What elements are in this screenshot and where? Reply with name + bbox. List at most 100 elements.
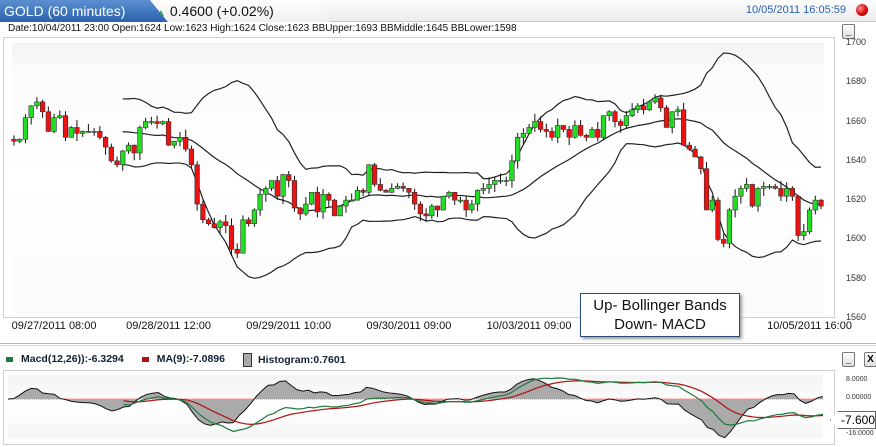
candle-body bbox=[801, 231, 807, 236]
candle-body bbox=[755, 188, 761, 207]
candle-body bbox=[509, 160, 515, 181]
candle-body bbox=[154, 121, 160, 124]
candle-body bbox=[286, 174, 292, 181]
y-tick-label: 1680 bbox=[846, 76, 867, 87]
candle-body bbox=[789, 188, 795, 197]
candle-body bbox=[675, 109, 681, 113]
change-tab: ▲0.4600 (+0.02%) bbox=[150, 0, 330, 22]
candle-body bbox=[183, 136, 189, 150]
macd-close-button[interactable]: X bbox=[864, 352, 876, 367]
macd-y-tick-label: 8.0000 bbox=[846, 376, 868, 383]
ma-swatch bbox=[141, 356, 149, 362]
candle-body bbox=[440, 195, 446, 211]
candle-body bbox=[703, 168, 710, 211]
candle-body bbox=[131, 144, 137, 154]
candle-body bbox=[251, 209, 257, 225]
y-tick-label: 1560 bbox=[846, 312, 867, 322]
candle-body bbox=[366, 164, 372, 193]
price-plot-area bbox=[12, 43, 824, 313]
candle-body bbox=[480, 188, 486, 191]
record-dot-icon[interactable] bbox=[856, 4, 868, 16]
ma-label: MA(9):-7.0896 bbox=[156, 353, 225, 365]
candle-body bbox=[669, 111, 675, 128]
x-tick-label: 09/29/2011 10:00 bbox=[246, 320, 332, 332]
candle-body bbox=[148, 121, 154, 123]
candle-body bbox=[177, 136, 183, 142]
candle-body bbox=[343, 199, 349, 207]
candle-body bbox=[137, 127, 143, 154]
y-tick-label: 1660 bbox=[846, 115, 867, 126]
symbol-tab[interactable]: GOLD (60 minutes) bbox=[0, 0, 168, 22]
main-minimize-button[interactable]: _ bbox=[842, 24, 855, 39]
candle-body bbox=[606, 111, 612, 116]
macd-line bbox=[123, 377, 824, 433]
candle-body bbox=[612, 111, 618, 122]
candle-body bbox=[297, 207, 303, 215]
candle-body bbox=[600, 115, 607, 138]
candle-body bbox=[583, 135, 589, 138]
candle-body bbox=[434, 205, 441, 211]
candle-body bbox=[732, 195, 738, 211]
x-tick-label: 09/27/2011 08:00 bbox=[11, 320, 97, 332]
candle-body bbox=[749, 184, 755, 207]
candle-body bbox=[537, 121, 544, 130]
candle-body bbox=[303, 203, 309, 215]
panel-splitter[interactable] bbox=[0, 343, 876, 346]
candle-body bbox=[205, 219, 212, 225]
candle-body bbox=[681, 109, 687, 146]
candle-body bbox=[457, 199, 464, 202]
candle-body bbox=[280, 174, 286, 197]
histogram-swatch bbox=[243, 353, 252, 367]
candle-body bbox=[51, 117, 57, 132]
candle-body bbox=[40, 101, 46, 113]
candle-body bbox=[45, 111, 51, 132]
candle-body bbox=[766, 186, 773, 188]
symbol-label: GOLD (60 minutes) bbox=[4, 3, 126, 19]
histogram-label: Histogram:0.7601 bbox=[258, 353, 346, 366]
candle-body bbox=[503, 180, 509, 182]
macd-y-tick-label: 0.00000 bbox=[846, 394, 872, 401]
top-bar: GOLD (60 minutes) ▲0.4600 (+0.02%) 10/05… bbox=[0, 0, 876, 22]
macd-minimize-button[interactable]: _ bbox=[842, 352, 855, 367]
datetime: 10/05/2011 16:05:59 bbox=[745, 4, 846, 16]
candle-body bbox=[406, 188, 412, 193]
candle-body bbox=[560, 125, 567, 130]
candle-body bbox=[394, 186, 401, 189]
candle-body bbox=[709, 199, 715, 211]
candle-body bbox=[320, 193, 326, 213]
candle-body bbox=[497, 180, 504, 182]
candle-body bbox=[17, 138, 23, 142]
ohlc-info-line: Date:10/04/2011 23:00 Open:1624 Low:1623… bbox=[8, 23, 517, 34]
candle-body bbox=[228, 225, 235, 250]
candle-body bbox=[572, 125, 578, 138]
candle-body bbox=[423, 213, 429, 217]
candle-body bbox=[595, 129, 601, 138]
candle-body bbox=[337, 205, 343, 217]
annotation-line2: Down- MACD bbox=[614, 316, 706, 333]
candle-body bbox=[806, 209, 813, 232]
macd-legend: Macd(12,26)):-6.3294 MA(9):-7.0896 Histo… bbox=[6, 353, 346, 367]
candle-body bbox=[452, 191, 458, 201]
candle-body bbox=[400, 186, 406, 189]
legend-ma: MA(9):-7.0896 bbox=[141, 353, 225, 367]
candle-body bbox=[360, 190, 366, 193]
candle-body bbox=[715, 199, 721, 240]
annotation-line1: Up- Bollinger Bands bbox=[593, 297, 727, 314]
candle-body bbox=[314, 191, 320, 213]
candle-body bbox=[28, 105, 34, 118]
candle-body bbox=[663, 107, 670, 128]
candle-body bbox=[543, 129, 549, 132]
candle-body bbox=[194, 164, 200, 205]
candle-body bbox=[618, 121, 624, 126]
candle-body bbox=[652, 97, 658, 103]
candle-body bbox=[623, 115, 630, 126]
candle-body bbox=[74, 127, 80, 134]
candle-body bbox=[165, 121, 172, 146]
macd-panel bbox=[3, 370, 835, 445]
candle-body bbox=[658, 97, 664, 109]
candle-body bbox=[698, 156, 704, 170]
bb-middle-line bbox=[122, 118, 822, 212]
candle-body bbox=[726, 209, 733, 244]
candle-body bbox=[217, 221, 223, 228]
